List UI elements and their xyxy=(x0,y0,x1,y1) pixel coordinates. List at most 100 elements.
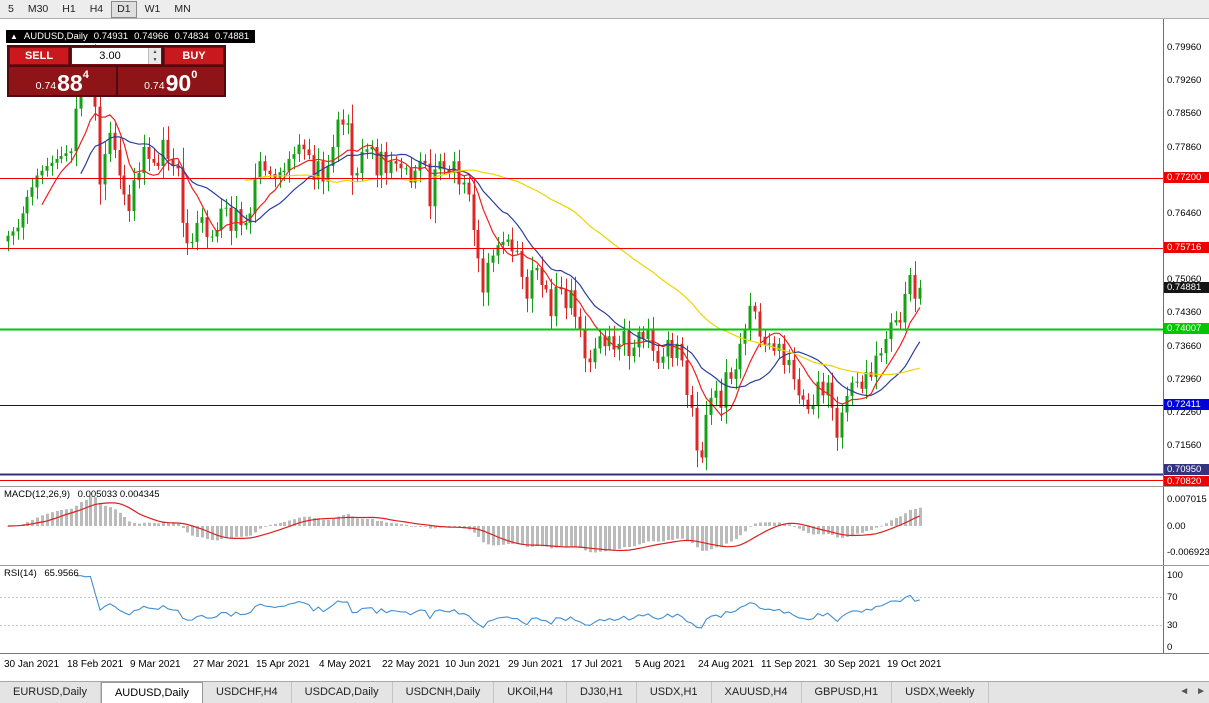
price-axis-label: 0.71560 xyxy=(1167,440,1202,451)
macd-panel: 0.007015 0.00 -0.006923 MACD(12,26,9) 0.00… xyxy=(0,487,1209,565)
timeframe-mn[interactable]: MN xyxy=(174,2,191,15)
price-axis-label: 0.72960 xyxy=(1167,374,1202,385)
bid-price-small: 0.74 xyxy=(35,80,57,92)
macd-axis-label: 0.00 xyxy=(1167,521,1186,532)
chart-tabs-bar: EURUSD,Daily AUDUSD,Daily USDCHF,H4 USDCAD,… xyxy=(0,681,1209,703)
tab-audusd-daily[interactable]: AUDUSD,Daily xyxy=(100,682,203,703)
date-label: 10 Jun 2021 xyxy=(445,659,501,670)
timeframe-h4[interactable]: H4 xyxy=(89,2,104,15)
bid-price-big: 88 xyxy=(57,70,83,96)
rsi-value: 65.9566 xyxy=(44,568,79,579)
sell-button[interactable]: SELL xyxy=(9,47,69,65)
rsi-axis-label: 70 xyxy=(1167,592,1178,603)
price-axis-label: 0.72260 xyxy=(1167,407,1202,418)
price-chart-panel: 0.79960 0.79260 0.78560 0.77860 0.76460 0.750… xyxy=(0,19,1209,486)
timeframe-m30[interactable]: M30 xyxy=(27,2,49,15)
date-label: 5 Aug 2021 xyxy=(635,659,686,670)
rsi-panel: 100 70 30 0 RSI(14) 65.9566 xyxy=(0,566,1209,653)
date-label: 24 Aug 2021 xyxy=(698,659,755,670)
price-level-badge: 0.75716 xyxy=(1164,242,1209,253)
price-level-badge: 0.77200 xyxy=(1164,172,1209,183)
ohlc-close: 0.74881 xyxy=(214,31,250,42)
macd-axis-label: 0.007015 xyxy=(1167,494,1207,505)
tab-usdx-h1[interactable]: USDX,H1 xyxy=(637,682,712,703)
tab-eurusd-daily[interactable]: EURUSD,Daily xyxy=(0,682,101,703)
rsi-chart xyxy=(0,575,1163,629)
date-label: 27 Mar 2021 xyxy=(193,659,250,670)
rsi-axis-label: 0 xyxy=(1167,642,1173,653)
date-label: 30 Jan 2021 xyxy=(4,659,60,670)
ohlc-high: 0.74966 xyxy=(134,31,169,42)
bid-price[interactable]: 0.74 88 4 xyxy=(9,67,116,95)
rsi-axis: 100 70 30 0 xyxy=(1163,566,1209,653)
lot-size-field: 3.00 ▲ ▼ xyxy=(71,47,162,65)
date-label: 29 Jun 2021 xyxy=(508,659,564,670)
bid-price-sup: 4 xyxy=(82,69,89,81)
ask-price-big: 90 xyxy=(165,70,192,96)
date-label: 15 Apr 2021 xyxy=(256,659,310,670)
macd-values: 0.005033 0.004345 xyxy=(77,489,160,500)
macd-chart xyxy=(7,496,922,553)
tab-usdcnh-daily[interactable]: USDCNH,Daily xyxy=(393,682,495,703)
collapse-arrow-icon[interactable]: ▲ xyxy=(10,32,18,41)
price-axis-label: 0.79960 xyxy=(1167,42,1202,53)
ask-price-sup: 0 xyxy=(191,69,198,81)
price-level-badge: 0.74881 xyxy=(1164,282,1209,293)
price-level-badge: 0.70820 xyxy=(1164,476,1209,486)
tabs-scroll-right-icon[interactable]: ► xyxy=(1196,686,1206,697)
chart-symbol: AUDUSD,Daily xyxy=(23,31,88,42)
date-label: 11 Sep 2021 xyxy=(761,659,817,670)
ohlc-open: 0.74931 xyxy=(93,31,129,42)
price-level-badge: 0.72411 xyxy=(1164,399,1209,410)
macd-axis: 0.007015 0.00 -0.006923 xyxy=(1163,487,1209,565)
date-label: 19 Oct 2021 xyxy=(887,659,942,670)
tab-usdx-weekly[interactable]: USDX,Weekly xyxy=(892,682,989,703)
lot-increase-icon[interactable]: ▲ xyxy=(149,48,161,56)
macd-axis-label: -0.006923 xyxy=(1167,547,1209,558)
tab-gbpusd-h1[interactable]: GBPUSD,H1 xyxy=(802,682,893,703)
price-axis-label: 0.76460 xyxy=(1167,208,1202,219)
buy-button[interactable]: BUY xyxy=(164,47,224,65)
tab-usdchf-h4[interactable]: USDCHF,H4 xyxy=(203,682,292,703)
price-level-badge: 0.74007 xyxy=(1164,323,1209,334)
chart-header: ▲ AUDUSD,Daily 0.74931 0.74966 0.74834 0… xyxy=(6,30,256,43)
tab-xauusd-h4[interactable]: XAUUSD,H4 xyxy=(712,682,802,703)
price-level-badge: 0.70950 xyxy=(1164,464,1209,475)
tabs-scroll-left-icon[interactable]: ◄ xyxy=(1179,686,1190,697)
ask-price[interactable]: 0.74 90 0 xyxy=(117,67,224,96)
tab-dj30-h1[interactable]: DJ30,H1 xyxy=(567,682,637,703)
panel-splitter[interactable] xyxy=(0,565,1209,566)
rsi-axis-label: 100 xyxy=(1167,570,1183,581)
timeframe-d1[interactable]: D1 xyxy=(111,0,137,18)
rsi-label: RSI(14) xyxy=(4,568,37,579)
chart-area: 0.79960 0.79260 0.78560 0.77860 0.76460 0.750… xyxy=(0,19,1209,681)
ask-price-small: 0.74 xyxy=(144,80,165,92)
one-click-trading-panel: SELL 3.00 ▲ ▼ BUY 0.74 88 4 xyxy=(7,45,226,97)
timeframe-w1[interactable]: W1 xyxy=(144,2,161,15)
price-axis[interactable]: 0.79960 0.79260 0.78560 0.77860 0.76460 0.750… xyxy=(1163,19,1209,486)
rsi-axis-label: 30 xyxy=(1167,620,1178,631)
price-axis-label: 0.73660 xyxy=(1167,341,1202,352)
date-label: 9 Mar 2021 xyxy=(130,659,181,670)
lot-decrease-icon[interactable]: ▼ xyxy=(149,56,161,64)
date-label: 4 May 2021 xyxy=(319,659,372,670)
tab-usdcad-daily[interactable]: USDCAD,Daily xyxy=(292,682,393,703)
macd-label: MACD(12,26,9) xyxy=(4,489,70,500)
timeframe-toolbar: 5 M30 H1 H4 D1 W1 MN xyxy=(0,0,1209,19)
price-axis-label: 0.78560 xyxy=(1167,108,1202,119)
tab-ukoil-h4[interactable]: UKOil,H4 xyxy=(494,682,568,703)
timeframe-5[interactable]: 5 xyxy=(8,2,14,15)
timeframe-h1[interactable]: H1 xyxy=(62,2,76,15)
price-axis-label: 0.75060 xyxy=(1167,274,1202,285)
date-label: 30 Sep 2021 xyxy=(824,659,881,670)
time-axis[interactable]: 30 Jan 2021 18 Feb 2021 9 Mar 2021 27 Mar 2… xyxy=(0,653,1209,681)
date-label: 17 Jul 2021 xyxy=(571,659,623,670)
panel-splitter[interactable] xyxy=(0,486,1209,487)
lot-size-input[interactable]: 3.00 xyxy=(99,50,121,62)
date-label: 18 Feb 2021 xyxy=(67,659,124,670)
ohlc-low: 0.74834 xyxy=(174,31,209,42)
lot-spinner: ▲ ▼ xyxy=(148,48,161,64)
date-label: 22 May 2021 xyxy=(382,659,440,670)
price-axis-label: 0.77860 xyxy=(1167,142,1202,153)
